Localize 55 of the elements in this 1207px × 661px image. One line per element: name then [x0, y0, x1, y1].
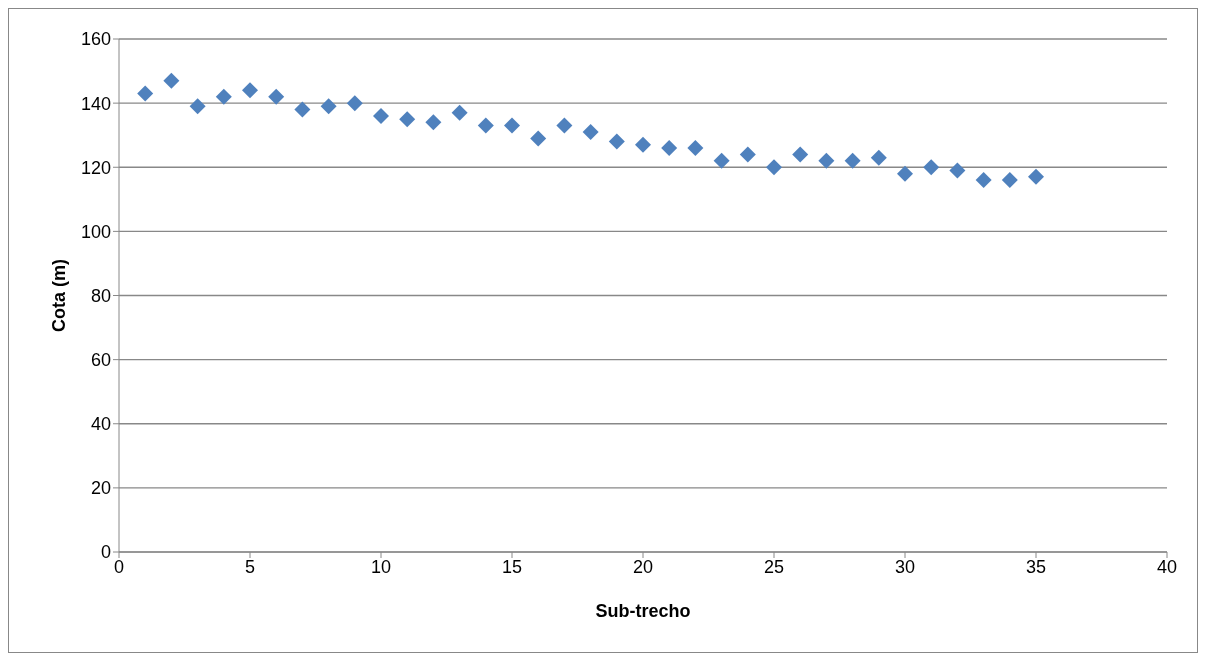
y-tick-label: 140: [80, 93, 111, 114]
y-tick-label: 100: [80, 221, 111, 242]
y-axis-title: Cota (m): [49, 259, 70, 332]
point: [530, 130, 547, 147]
point: [635, 136, 651, 153]
x-tick-label: 20: [632, 556, 654, 577]
point: [923, 159, 940, 176]
x-tick-label: 0: [113, 556, 125, 577]
y-tick-label: 60: [90, 350, 111, 371]
x-tick-label: 15: [501, 556, 523, 577]
point: [975, 172, 992, 189]
point: [687, 140, 704, 157]
point: [739, 146, 756, 163]
y-tick-label: 40: [90, 414, 111, 435]
point: [477, 117, 494, 134]
point: [346, 95, 363, 112]
point: [425, 114, 442, 131]
point: [189, 98, 206, 115]
point: [242, 82, 258, 99]
x-tick-label: 35: [1025, 556, 1047, 577]
point: [504, 117, 520, 134]
point: [137, 85, 154, 102]
point: [215, 88, 232, 105]
point: [949, 162, 966, 179]
x-tick-label: 30: [894, 556, 916, 577]
point: [870, 149, 887, 166]
point: [897, 165, 913, 182]
x-tick-label: 40: [1156, 556, 1178, 577]
point: [320, 98, 337, 115]
point: [608, 133, 625, 150]
x-tick-label: 5: [244, 556, 256, 577]
y-tick-label: 0: [100, 542, 111, 563]
point: [792, 146, 809, 163]
y-tick-label: 120: [80, 157, 111, 178]
y-tick-label: 20: [90, 478, 111, 499]
x-tick-label: 10: [370, 556, 392, 577]
x-axis-title: Sub-trecho: [595, 601, 691, 621]
point: [582, 123, 599, 140]
point: [294, 101, 311, 118]
x-tick-label: 25: [763, 556, 785, 577]
point: [818, 152, 835, 169]
point: [713, 152, 730, 169]
point: [661, 140, 678, 157]
point: [766, 159, 782, 176]
point: [163, 72, 180, 89]
point: [268, 88, 285, 105]
point: [451, 104, 468, 121]
point: [1001, 172, 1018, 189]
point: [373, 107, 389, 124]
point: [1028, 168, 1044, 185]
point: [399, 111, 416, 128]
point: [844, 152, 861, 169]
y-tick-label: 80: [90, 285, 111, 306]
y-tick-label: 160: [80, 29, 111, 50]
point: [556, 117, 573, 134]
